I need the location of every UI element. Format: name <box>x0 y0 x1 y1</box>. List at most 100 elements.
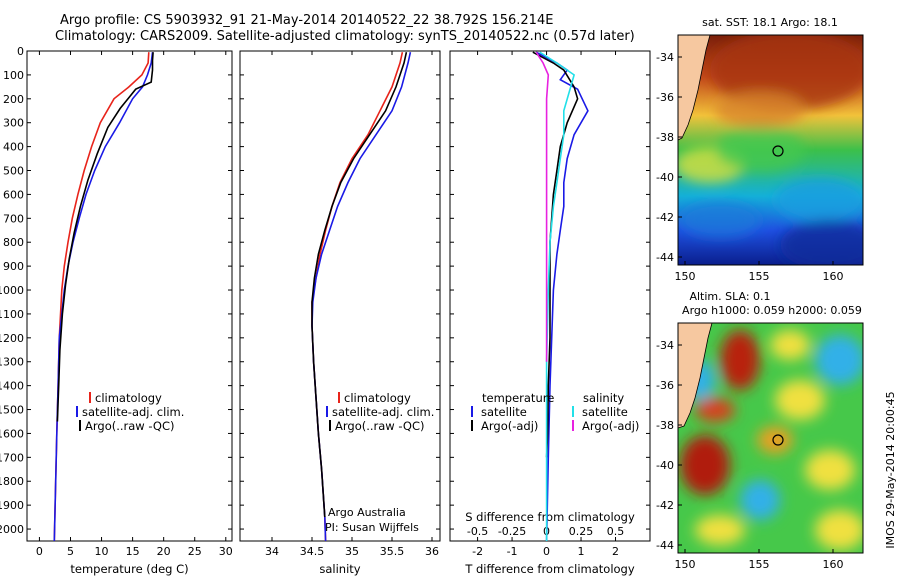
map-x-tick-label: 160 <box>823 558 844 571</box>
y-tick-label: 1700 <box>0 451 24 464</box>
map-y-tick-label: -34 <box>656 51 674 64</box>
header-line-1: Argo profile: CS 5903932_91 21-May-2014 … <box>60 13 554 28</box>
difference-legend: temperature satellite Argo(-adj) salinit… <box>471 391 639 433</box>
map-x-tick-label: 160 <box>823 270 844 283</box>
annotation-pi: PI: Susan Wijffels <box>325 521 419 534</box>
series-t-satellite <box>535 51 589 542</box>
sla-side-label: IMOS 29-May-2014 20:00:45 <box>884 391 897 548</box>
y-tick-label: 300 <box>3 117 24 130</box>
x-tick-label: 2 <box>612 545 619 558</box>
difference-chart: -2 -1 0 1 2 T difference from climatology -0.5… <box>450 50 650 576</box>
y-tick-label: 1400 <box>0 380 24 393</box>
series-argo-raw-qc <box>56 52 154 422</box>
difference-panel <box>449 50 651 542</box>
y-tick-label: 0 <box>17 45 24 58</box>
y-tick-label: 1800 <box>0 475 24 488</box>
x-tick-label: 10 <box>95 545 109 558</box>
series-climatology <box>53 52 150 542</box>
x-axis-label: salinity <box>319 562 360 576</box>
legend-t-satellite: satellite <box>481 405 527 419</box>
sla-map-title-2: Argo h1000: 0.059 h2000: 0.059 <box>682 304 862 317</box>
legend-argo: Argo(..raw -QC) <box>335 419 425 433</box>
y-tick-label: 200 <box>3 93 24 106</box>
map-x-tick-label: 155 <box>749 270 770 283</box>
y-tick-label: 1300 <box>0 356 24 369</box>
map-y-tick-label: -36 <box>656 91 674 104</box>
map-y-tick-label: -38 <box>656 131 674 144</box>
x-tick-label: 36 <box>425 545 439 558</box>
map-y-tick-label: -42 <box>656 211 674 224</box>
x-tick-label: 34.5 <box>300 545 325 558</box>
x-tick-label: 35.5 <box>380 545 405 558</box>
s-diff-tick-label: 0.25 <box>569 525 594 538</box>
legend-salinity-title: salinity <box>583 391 624 405</box>
salinity-panel <box>239 50 441 542</box>
sst-argo-location-marker <box>772 145 784 157</box>
y-tick-label: 600 <box>3 188 24 201</box>
legend-s-satellite: satellite <box>582 405 628 419</box>
series-satellite-adj-clim <box>53 52 154 542</box>
annotation-argo-australia: Argo Australia <box>328 506 406 519</box>
x-tick-label: 0 <box>543 545 550 558</box>
legend-satellite: satellite-adj. clim. <box>332 405 434 419</box>
y-tick-label: 500 <box>3 165 24 178</box>
x-tick-label: -2 <box>472 545 483 558</box>
sla-map-title-1: Altim. SLA: 0.1 <box>689 290 770 303</box>
legend-satellite: satellite-adj. clim. <box>82 405 184 419</box>
x-tick-label: 15 <box>126 545 140 558</box>
x-tick-label: 34 <box>265 545 279 558</box>
x-tick-label: 35 <box>345 545 359 558</box>
y-tick-label: 1000 <box>0 284 24 297</box>
y-tick-label: 1900 <box>0 499 24 512</box>
x-axis-label: T difference from climatology <box>464 562 635 576</box>
map-y-tick-label: -42 <box>656 499 674 512</box>
series-satellite-adj-clim <box>311 52 412 542</box>
map-y-tick-label: -44 <box>656 539 674 552</box>
y-tick-label: 1500 <box>0 404 24 417</box>
sst-map: sat. SST: 18.1 Argo: 18.1 <box>677 16 864 266</box>
map-y-tick-label: -40 <box>656 171 674 184</box>
sla-argo-location-marker <box>772 434 784 446</box>
series-t-argo-adj <box>532 51 579 458</box>
series-s-satellite <box>539 51 576 541</box>
y-tick-label: 900 <box>3 260 24 273</box>
y-tick-label: 2000 <box>0 523 24 536</box>
legend-temperature-title: temperature <box>482 391 554 405</box>
salinity-chart: 34 34.5 35 35.5 36 salinity <box>240 50 440 576</box>
y-tick-label: 100 <box>3 69 24 82</box>
map-x-tick-label: 150 <box>675 558 696 571</box>
map-x-tick-label: 155 <box>749 558 770 571</box>
map-y-tick-label: -36 <box>656 379 674 392</box>
map-y-tick-label: -38 <box>656 419 674 432</box>
series-climatology <box>311 52 404 542</box>
x-tick-label: 1 <box>578 545 585 558</box>
map-x-tick-label: 150 <box>675 270 696 283</box>
s-diff-axis-label: S difference from climatology <box>465 510 635 524</box>
temperature-panel <box>26 50 233 542</box>
y-tick-label: 400 <box>3 141 24 154</box>
sla-map: Altim. SLA: 0.1 Argo h1000: 0.059 h2000:… <box>677 290 897 554</box>
x-axis-label: temperature (deg C) <box>70 562 188 576</box>
series-argo-raw-qc <box>311 52 408 518</box>
map-y-tick-label: -40 <box>656 459 674 472</box>
legend-s-argo: Argo(-adj) <box>582 419 639 433</box>
y-tick-label: 1600 <box>0 427 24 440</box>
series-s-argo-adj <box>535 51 550 362</box>
x-tick-label: 25 <box>188 545 202 558</box>
legend-argo: Argo(..raw -QC) <box>85 419 175 433</box>
y-tick-label: 800 <box>3 236 24 249</box>
x-tick-label: 20 <box>157 545 171 558</box>
temperature-legend: climatology satellite-adj. clim. Argo(..… <box>76 391 184 433</box>
legend-t-argo: Argo(-adj) <box>481 419 538 433</box>
s-diff-tick-label: -0.25 <box>498 525 526 538</box>
temperature-chart: 0100200300400500600700800900100011001200… <box>0 45 233 576</box>
x-tick-label: 0 <box>36 545 43 558</box>
map-y-tick-label: -34 <box>656 339 674 352</box>
s-diff-tick-label: 0.5 <box>607 525 625 538</box>
y-tick-label: 1100 <box>0 308 24 321</box>
x-tick-label: 5 <box>67 545 74 558</box>
map-y-tick-label: -44 <box>656 251 674 264</box>
salinity-legend: climatology satellite-adj. clim. Argo(..… <box>325 391 434 534</box>
